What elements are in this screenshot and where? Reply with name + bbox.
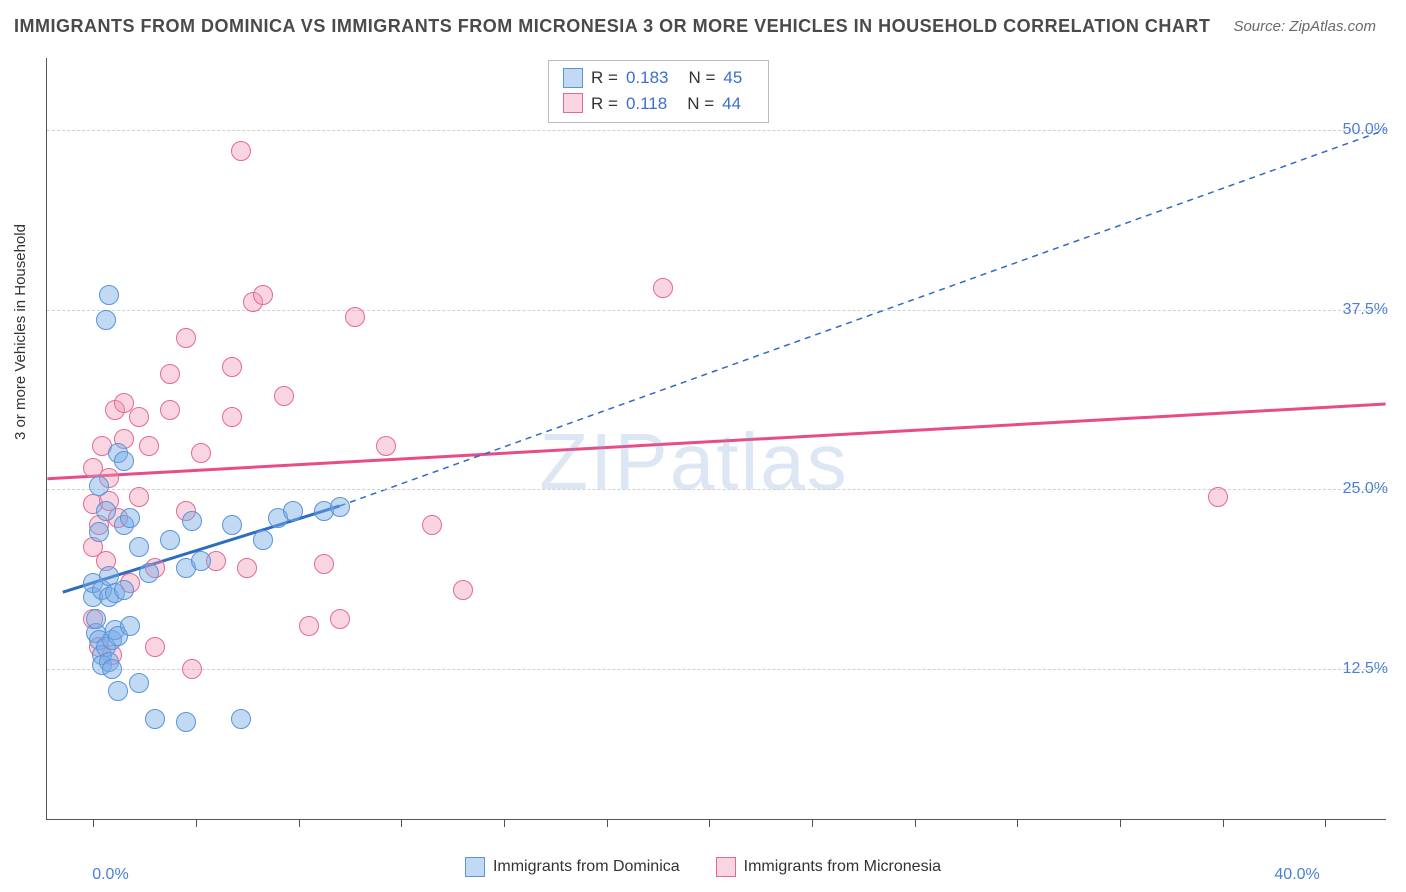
legend-n-label: N = — [688, 65, 715, 91]
data-point — [237, 558, 257, 578]
data-point — [345, 307, 365, 327]
legend-n-value: 45 — [723, 65, 742, 91]
y-tick-label: 37.5% — [1343, 301, 1388, 319]
data-point — [96, 501, 116, 521]
data-point — [145, 637, 165, 657]
legend-series-label: Immigrants from Micronesia — [744, 858, 941, 876]
legend-r-label: R = — [591, 91, 618, 117]
trendline-dominica-extrapolated — [340, 130, 1386, 506]
gridline-h — [47, 130, 1386, 131]
data-point — [1208, 487, 1228, 507]
y-tick-label: 12.5% — [1343, 660, 1388, 678]
x-tick — [196, 819, 197, 827]
legend-r-value: 0.183 — [626, 65, 669, 91]
legend-n-label: N = — [687, 91, 714, 117]
data-point — [253, 530, 273, 550]
x-tick — [1120, 819, 1121, 827]
gridline-h — [47, 669, 1386, 670]
legend-series: Immigrants from Dominica Immigrants from … — [0, 857, 1406, 882]
data-point — [283, 501, 303, 521]
data-point — [182, 511, 202, 531]
legend-swatch — [563, 68, 583, 88]
x-tick — [1223, 819, 1224, 827]
data-point — [422, 515, 442, 535]
data-point — [453, 580, 473, 600]
x-tick — [299, 819, 300, 827]
data-point — [160, 400, 180, 420]
data-point — [86, 609, 106, 629]
data-point — [114, 451, 134, 471]
gridline-h — [47, 489, 1386, 490]
x-tick — [1017, 819, 1018, 827]
data-point — [120, 508, 140, 528]
watermark: ZIPatlas — [539, 416, 848, 508]
data-point — [102, 659, 122, 679]
data-point — [314, 554, 334, 574]
data-point — [89, 522, 109, 542]
legend-stats-row: R = 0.183 N = 45 — [563, 65, 754, 91]
data-point — [299, 616, 319, 636]
x-tick — [607, 819, 608, 827]
data-point — [231, 141, 251, 161]
x-tick — [1325, 819, 1326, 827]
legend-swatch — [716, 857, 736, 877]
x-tick-label: 40.0% — [1274, 866, 1319, 884]
data-point — [376, 436, 396, 456]
trend-lines-layer — [47, 58, 1386, 819]
data-point — [182, 659, 202, 679]
data-point — [231, 709, 251, 729]
data-point — [274, 386, 294, 406]
x-tick — [401, 819, 402, 827]
data-point — [222, 357, 242, 377]
y-tick-label: 50.0% — [1343, 121, 1388, 139]
source-attribution: Source: ZipAtlas.com — [1233, 18, 1376, 35]
legend-series-item: Immigrants from Dominica — [465, 857, 680, 877]
data-point — [191, 443, 211, 463]
data-point — [222, 515, 242, 535]
x-tick — [812, 819, 813, 827]
legend-r-label: R = — [591, 65, 618, 91]
x-tick — [709, 819, 710, 827]
data-point — [129, 537, 149, 557]
data-point — [191, 551, 211, 571]
data-point — [160, 364, 180, 384]
data-point — [222, 407, 242, 427]
data-point — [89, 476, 109, 496]
data-point — [160, 530, 180, 550]
legend-stats-row: R = 0.118 N = 44 — [563, 91, 754, 117]
data-point — [653, 278, 673, 298]
legend-series-item: Immigrants from Micronesia — [716, 857, 941, 877]
data-point — [139, 563, 159, 583]
chart-title: IMMIGRANTS FROM DOMINICA VS IMMIGRANTS F… — [14, 16, 1210, 37]
trendline-micronesia — [47, 404, 1385, 479]
x-tick — [915, 819, 916, 827]
data-point — [99, 285, 119, 305]
legend-stats: R = 0.183 N = 45 R = 0.118 N = 44 — [548, 60, 769, 123]
data-point — [120, 616, 140, 636]
data-point — [139, 436, 159, 456]
y-tick-label: 25.0% — [1343, 480, 1388, 498]
data-point — [114, 580, 134, 600]
data-point — [129, 487, 149, 507]
data-point — [253, 285, 273, 305]
data-point — [330, 497, 350, 517]
legend-r-value: 0.118 — [626, 91, 667, 117]
data-point — [176, 712, 196, 732]
x-tick-label: 0.0% — [92, 866, 128, 884]
data-point — [129, 407, 149, 427]
x-tick — [93, 819, 94, 827]
data-point — [330, 609, 350, 629]
y-axis-label: 3 or more Vehicles in Household — [12, 224, 29, 440]
legend-swatch — [563, 93, 583, 113]
data-point — [129, 673, 149, 693]
legend-series-label: Immigrants from Dominica — [493, 858, 680, 876]
data-point — [145, 709, 165, 729]
legend-swatch — [465, 857, 485, 877]
data-point — [96, 310, 116, 330]
legend-n-value: 44 — [722, 91, 741, 117]
data-point — [176, 328, 196, 348]
data-point — [108, 681, 128, 701]
x-tick — [504, 819, 505, 827]
plot-area: ZIPatlas — [46, 58, 1386, 820]
